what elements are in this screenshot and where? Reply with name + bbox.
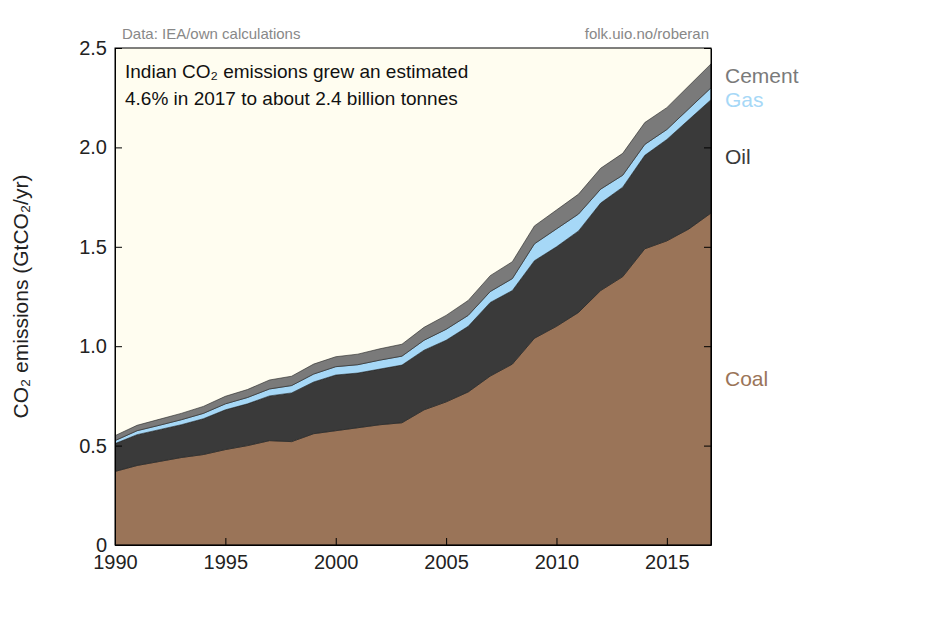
annotation: 4.6% in 2017 to about 2.4 billion tonnes: [125, 88, 458, 109]
credit: folk.uio.no/roberan: [585, 25, 709, 42]
y-tick-mark-right: [704, 247, 711, 248]
y-tick-mark: [115, 247, 122, 248]
x-tick: 2005: [424, 538, 469, 573]
x-tick-label: 2015: [645, 551, 690, 573]
y-tick-mark: [115, 147, 122, 148]
x-tick-mark: [446, 538, 447, 545]
x-tick-label: 2000: [314, 551, 359, 573]
y-tick-mark: [115, 446, 122, 447]
y-tick-right: [704, 346, 711, 347]
y-tick-label: 1.0: [79, 335, 107, 357]
y-axis-right: [704, 49, 712, 546]
area-gas: [115, 88, 711, 444]
y-tick-label: 2.5: [79, 37, 107, 59]
y-tick-mark: [115, 346, 122, 347]
chart: 00.51.01.52.02.5199019952000200520102015…: [0, 0, 941, 627]
y-tick-mark-right: [704, 346, 711, 347]
y-axis-title: CO₂ emissions (GtCO₂/yr): [9, 175, 32, 419]
x-tick-label: 2005: [424, 551, 469, 573]
x-tick: 2010: [535, 538, 580, 573]
x-tick-mark: [336, 538, 337, 545]
y-tick: 2.0: [79, 136, 122, 158]
y-tick-right: [704, 446, 711, 447]
plot-background: [115, 48, 711, 545]
y-tick-mark-right: [704, 147, 711, 148]
x-tick-label: 2010: [535, 551, 580, 573]
x-axis: 1990 1995 2000 2005 2010 2015: [93, 538, 711, 573]
series-label: Coal: [725, 367, 768, 390]
y-tick-label: 0.5: [79, 435, 107, 457]
area-cement: [115, 64, 711, 441]
x-tick: 2015: [645, 538, 690, 573]
series-label: Cement: [725, 64, 799, 87]
y-tick-right: [704, 247, 711, 248]
y-tick: 0.5: [79, 435, 122, 457]
y-tick-mark-right: [704, 446, 711, 447]
x-tick-mark: [556, 538, 557, 545]
plot-frame: [115, 48, 711, 545]
x-tick-mark: [225, 538, 226, 545]
series-label: Gas: [725, 88, 764, 111]
x-tick: 1995: [204, 538, 249, 573]
y-tick-label: 1.5: [79, 236, 107, 258]
x-tick-label: 1990: [93, 551, 138, 573]
x-tick-label: 1995: [204, 551, 249, 573]
annotation: Indian CO₂ emissions grew an estimated: [125, 61, 468, 82]
y-tick: 1.0: [79, 335, 122, 357]
source: Data: IEA/own calculations: [122, 25, 300, 42]
series-label: Oil: [725, 145, 751, 168]
y-tick-right: [704, 147, 711, 148]
areas: [115, 64, 711, 545]
y-axis: 00.51.01.52.02.5: [79, 37, 122, 556]
x-tick-mark: [667, 538, 668, 545]
y-tick: 1.5: [79, 236, 122, 258]
x-tick: 2000: [314, 538, 359, 573]
y-tick-label: 2.0: [79, 136, 107, 158]
